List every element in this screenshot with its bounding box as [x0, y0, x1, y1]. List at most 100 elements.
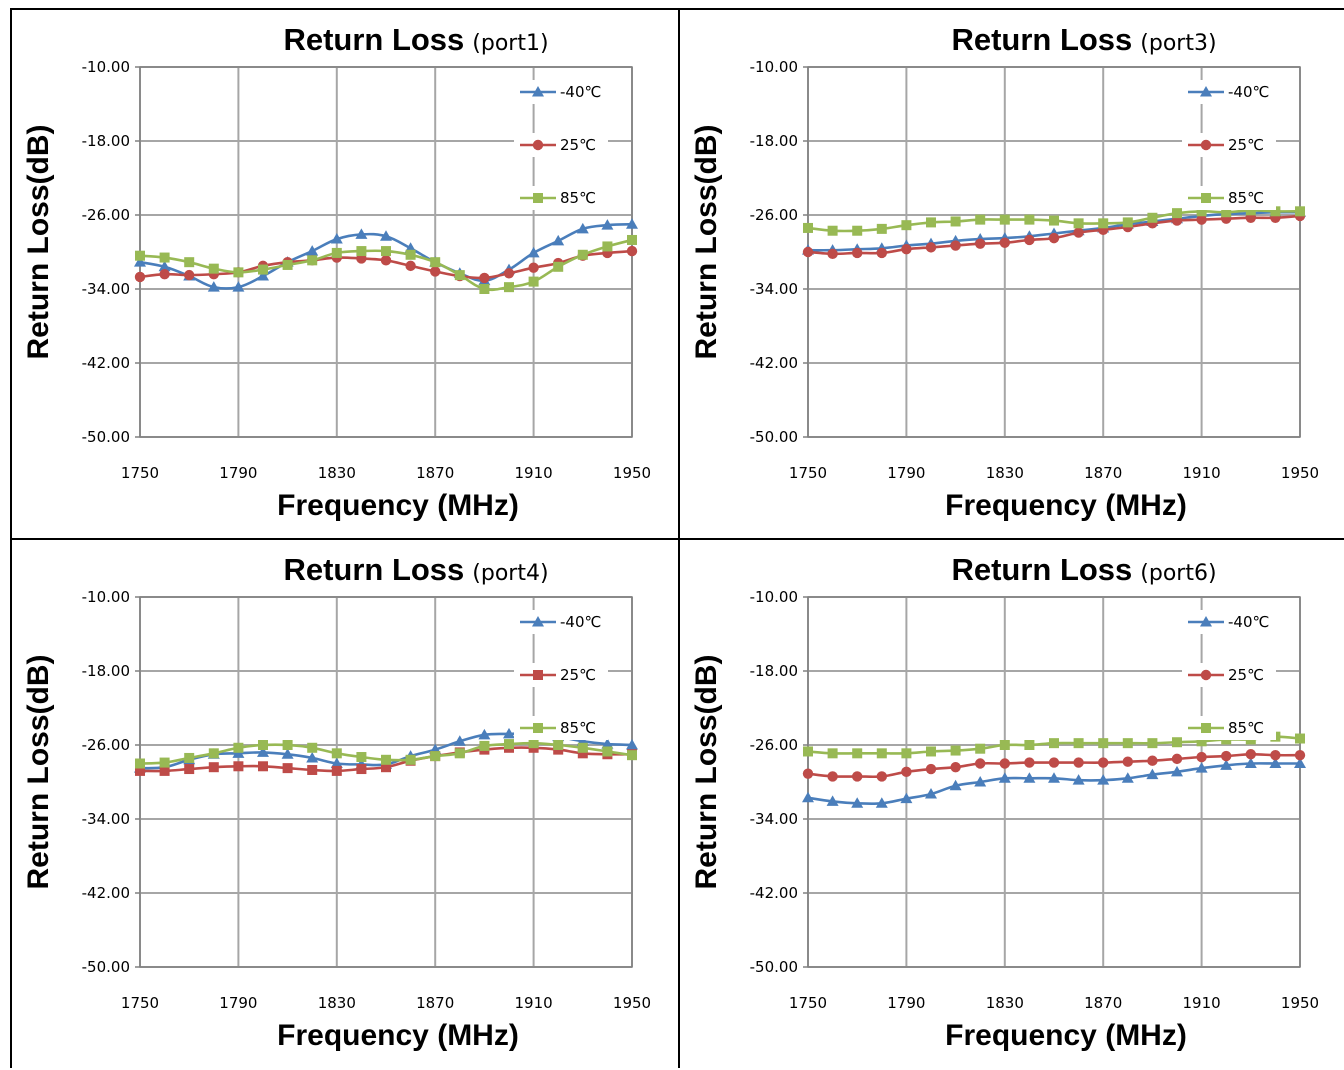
legend-marker — [1200, 669, 1212, 681]
x-tick-label: 1950 — [1281, 994, 1319, 1012]
data-point — [601, 738, 614, 749]
legend-marker — [1200, 139, 1212, 151]
data-point — [1122, 217, 1133, 228]
data-point — [802, 791, 814, 803]
data-point — [356, 752, 367, 763]
data-point — [975, 758, 986, 769]
y-axis-label: Return Loss(dB) — [22, 125, 55, 360]
data-point — [949, 779, 962, 791]
x-tick-label: 1790 — [887, 464, 925, 482]
data-point — [233, 761, 244, 772]
data-point — [184, 764, 195, 775]
data-point — [1073, 738, 1084, 749]
x-axis-label: Frequency (MHz) — [277, 1019, 519, 1052]
data-point — [975, 238, 986, 249]
data-point — [950, 762, 961, 773]
data-point — [1245, 205, 1256, 216]
data-point — [355, 228, 368, 239]
legend-label: 25℃ — [1228, 666, 1264, 684]
data-point — [1048, 772, 1060, 783]
data-point — [1196, 751, 1207, 763]
data-point — [1196, 214, 1207, 225]
data-point — [876, 223, 887, 234]
y-tick-label: -50.00 — [750, 428, 798, 446]
data-point — [306, 751, 319, 763]
legend-marker — [532, 86, 544, 97]
data-point — [331, 765, 342, 776]
data-point — [281, 748, 294, 759]
plot-area — [140, 597, 632, 967]
series-3 — [803, 205, 1305, 236]
data-point — [257, 746, 269, 757]
data-point — [1269, 757, 1282, 768]
x-tick-label: 1750 — [789, 464, 827, 482]
data-point — [1147, 738, 1158, 749]
data-point — [478, 728, 491, 740]
legend-label: 25℃ — [560, 136, 596, 154]
data-point — [528, 276, 539, 287]
y-tick-label: -26.00 — [82, 736, 130, 754]
x-tick-label: 1830 — [318, 994, 356, 1012]
data-point — [1295, 206, 1305, 217]
data-point — [381, 754, 391, 765]
data-point — [257, 270, 269, 281]
chart-panel-port6: Return Loss (port6) -10.00 -18.00 -26.00 -34.… — [680, 540, 1344, 1070]
data-point — [504, 282, 514, 293]
data-point — [852, 771, 863, 782]
x-tick-label: 1950 — [1281, 464, 1319, 482]
y-tick-label: -50.00 — [82, 428, 130, 446]
x-axis-label: Frequency (MHz) — [945, 489, 1187, 522]
data-point — [826, 795, 839, 806]
y-tick-label: -18.00 — [750, 132, 798, 150]
data-point — [1098, 738, 1109, 749]
data-point — [1294, 757, 1306, 768]
legend-marker — [1200, 616, 1212, 627]
legend-marker — [533, 670, 543, 680]
x-tick-label: 1870 — [416, 994, 454, 1012]
y-tick-label: -18.00 — [82, 132, 130, 150]
legend-label: -40℃ — [1228, 83, 1269, 101]
data-point — [577, 748, 588, 759]
y-tick-label: -42.00 — [750, 354, 798, 372]
data-point — [1098, 218, 1109, 229]
data-point — [1097, 774, 1110, 785]
data-point — [135, 758, 145, 769]
y-tick-label: -34.00 — [82, 810, 130, 828]
data-point — [208, 263, 219, 274]
data-point — [158, 260, 171, 272]
data-point — [926, 217, 936, 228]
y-tick-label: -10.00 — [82, 58, 130, 76]
legend-marker — [532, 616, 544, 627]
x-tick-label: 1790 — [219, 994, 257, 1012]
data-point — [1220, 759, 1233, 770]
data-point — [1196, 206, 1207, 217]
data-point — [159, 765, 170, 776]
x-axis-label: Frequency (MHz) — [945, 1019, 1187, 1052]
y-tick-label: -50.00 — [82, 958, 130, 976]
data-point — [307, 764, 318, 775]
plot-frame — [139, 596, 633, 968]
data-point — [999, 740, 1010, 750]
data-point — [528, 262, 539, 273]
legend-marker — [1201, 193, 1211, 203]
data-point — [453, 735, 466, 746]
chart-title: Return Loss (port4) — [283, 552, 548, 587]
data-point — [1221, 750, 1232, 762]
data-point — [159, 269, 170, 280]
y-axis-label: Return Loss(dB) — [22, 655, 55, 890]
data-point — [1221, 207, 1232, 218]
data-point — [307, 742, 318, 753]
data-point — [258, 740, 268, 750]
legend-marker — [533, 193, 543, 203]
series-1 — [802, 757, 1306, 808]
data-point — [282, 259, 293, 270]
data-point — [405, 754, 416, 765]
data-point — [925, 788, 937, 799]
x-tick-label: 1830 — [986, 464, 1024, 482]
data-point — [925, 242, 937, 253]
data-point — [1073, 757, 1084, 768]
legend-label: -40℃ — [560, 83, 601, 101]
y-tick-label: -42.00 — [750, 884, 798, 902]
data-point — [975, 743, 986, 754]
x-tick-label: 1910 — [515, 464, 553, 482]
